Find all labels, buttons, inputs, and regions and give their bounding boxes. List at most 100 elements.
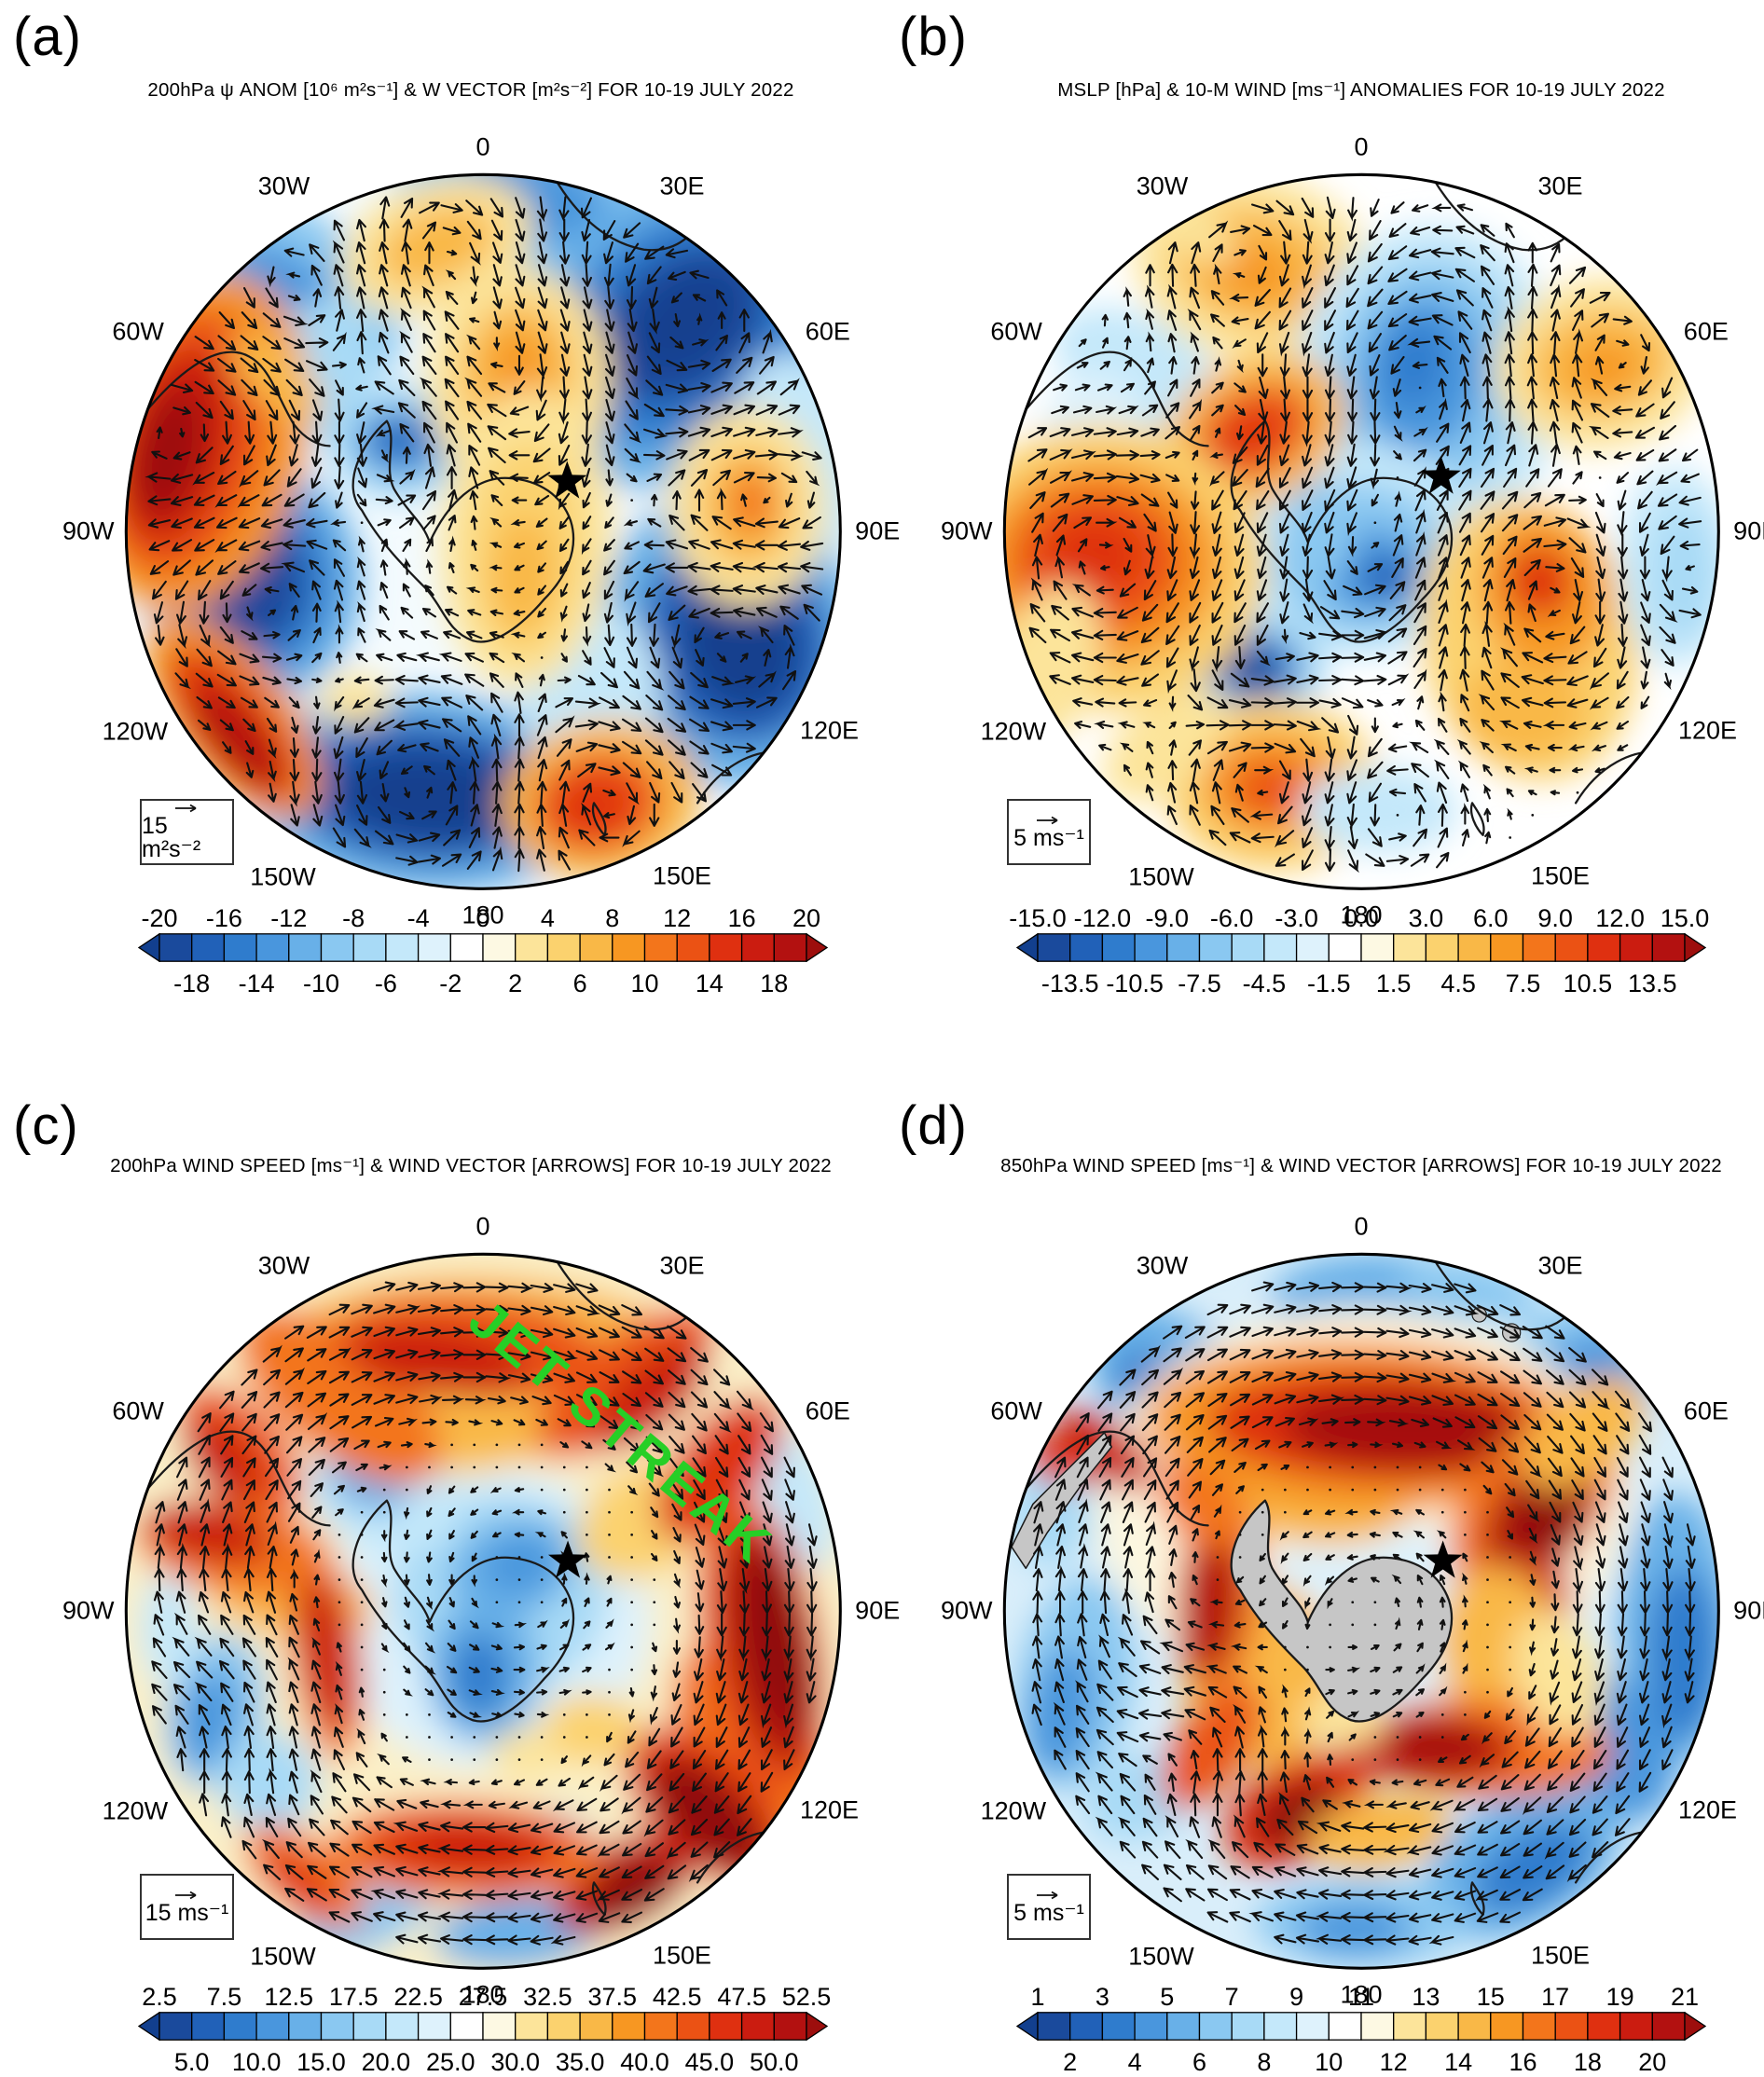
lon-label-180: 180	[1340, 901, 1383, 929]
colorbar-segment	[773, 2012, 807, 2041]
wind-vectors	[1031, 1281, 1696, 1946]
colorbar-tick-bottom: 4.5	[1440, 970, 1476, 997]
colorbar-segment	[1393, 2012, 1427, 2041]
lon-label-120W: 120W	[980, 1796, 1047, 1825]
colorbar-segment	[288, 933, 323, 962]
colorbar-tick-bottom: 10	[1315, 2048, 1344, 2076]
colorbar-tick-top: -3.0	[1275, 904, 1318, 932]
colorbar-tick-bottom: -14	[238, 970, 275, 997]
field-blob	[1103, 689, 1227, 803]
colorbar-tick-top: 1	[1030, 1983, 1045, 2011]
colorbar-tick-bottom: 10.0	[231, 2048, 282, 2076]
field-blob	[1650, 510, 1716, 639]
map-boundary	[1002, 172, 1720, 890]
vector-scale-label: 15 m²s⁻²	[142, 813, 201, 862]
lon-label-30W: 30W	[1136, 172, 1189, 200]
colorbar-segment	[417, 2012, 451, 2041]
location-star	[546, 461, 587, 499]
field-blob	[1507, 545, 1573, 617]
colorbar-tick-top: -8	[342, 904, 365, 932]
map-clip-group	[125, 1253, 840, 1968]
colorbar-segment	[255, 2012, 290, 2041]
lon-label-0: 0	[475, 132, 490, 161]
field-blob	[411, 1824, 541, 1868]
lon-label-60E: 60E	[1683, 317, 1729, 346]
location-star	[1421, 456, 1461, 494]
colorbar-segment	[482, 933, 517, 962]
colorbar-segment	[1295, 933, 1330, 962]
wind-vector-dots	[338, 1443, 655, 1761]
vector-scale-label: 15 ms⁻¹	[145, 1899, 229, 1926]
colorbar-segment	[1619, 2012, 1653, 2041]
colorbar-segment	[1554, 2012, 1589, 2041]
antarctica-coast	[351, 1499, 574, 1723]
colorbar-tick-bottom: 18	[1573, 2048, 1602, 2076]
colorbar-right-arrow	[1684, 932, 1707, 963]
wind-vector-arrows	[150, 1281, 818, 1946]
colorbar-segment	[1037, 2012, 1071, 2041]
colorbar-tick-top: 52.5	[781, 1983, 832, 2011]
colorbar-segment	[1198, 933, 1233, 962]
wind-vector-dots	[1373, 386, 1602, 839]
colorbar-segment	[579, 2012, 613, 2041]
colorbar-svg	[137, 2011, 829, 2042]
panel-title-a: 200hPa ψ ANOM [10⁶ m²s⁻¹] & W VECTOR [m²…	[147, 79, 794, 101]
lon-label-0: 0	[1354, 1212, 1369, 1241]
colorbar-segment	[709, 933, 743, 962]
lon-label-90W: 90W	[62, 1596, 115, 1625]
panel-title-b: MSLP [hPa] & 10-M WIND [ms⁻¹] ANOMALIES …	[1057, 79, 1665, 101]
colorbar-tick-top: 12.5	[264, 1983, 314, 2011]
colorbar-tick-top: 21	[1670, 1983, 1700, 2011]
lon-label-60W: 60W	[112, 1396, 164, 1425]
colorbar-tick-top: 15	[1476, 1983, 1505, 2011]
colorbar	[137, 932, 829, 963]
field-blob	[636, 273, 737, 368]
colorbar-segment	[255, 933, 290, 962]
field-blob	[192, 685, 282, 791]
antarctica-coast	[351, 420, 574, 643]
colorbar-tick-top: 15.0	[1660, 904, 1710, 932]
vector-scale-box: 15 ms⁻¹	[140, 1874, 234, 1940]
colorbar-segment	[709, 2012, 743, 2041]
colorbar-tick-bottom: 50.0	[750, 2048, 799, 2076]
colorbar-segment	[1101, 2012, 1136, 2041]
colorbar-tick-bottom: 25.0	[426, 2048, 475, 2076]
colorbar-segment	[515, 933, 549, 962]
colorbar-tick-top: -9.0	[1145, 904, 1190, 932]
colorbar-tick-top: 19	[1606, 1983, 1634, 2011]
lon-label-150E: 150E	[652, 1941, 712, 1970]
colorbar-segment	[352, 933, 387, 962]
colorbar-left-arrow	[1015, 932, 1039, 963]
antarctica-landmass	[1230, 1499, 1453, 1723]
lon-label-90W: 90W	[941, 516, 993, 545]
colorbar	[1015, 932, 1707, 963]
field-blob	[318, 674, 391, 724]
lon-label-150W: 150W	[250, 1942, 316, 1971]
field-blob	[260, 1850, 334, 1914]
colorbar-tick-top: 37.5	[587, 1983, 638, 2011]
colorbar-segment	[385, 2012, 420, 2041]
panel-title-c: 200hPa WIND SPEED [ms⁻¹] & WIND VECTOR […	[110, 1155, 832, 1176]
field-blob	[1521, 1375, 1645, 1490]
colorbar-tick-bottom: -4.5	[1242, 970, 1287, 997]
colorbar-tick-top: 3.0	[1408, 904, 1444, 932]
field-blob	[1474, 1823, 1592, 1913]
field-blob	[1171, 213, 1237, 265]
field-blob	[1161, 1685, 1262, 1809]
andes-landmass	[1010, 1431, 1112, 1569]
colorbar-tick-top: 7	[1224, 1983, 1239, 2011]
colorbar-left-arrow	[137, 2011, 160, 2042]
colorbar-tick-bottom: 1.5	[1375, 970, 1412, 997]
field-blob	[218, 1732, 319, 1833]
colorbar-tick-bottom: -7.5	[1178, 970, 1221, 997]
lon-label-60E: 60E	[805, 1396, 850, 1425]
field-blob	[238, 1309, 443, 1484]
field-blob	[1647, 1568, 1718, 1740]
colorbar-tick-top: 47.5	[717, 1983, 766, 2011]
colorbar-tick-bottom: 35.0	[555, 2048, 605, 2076]
colorbar-tick-top: 42.5	[652, 1983, 702, 2011]
colorbar-segment	[1101, 933, 1136, 962]
colorbar-segment	[1134, 933, 1168, 962]
field-blob	[1508, 1472, 1586, 1571]
colorbar-segment	[449, 933, 484, 962]
